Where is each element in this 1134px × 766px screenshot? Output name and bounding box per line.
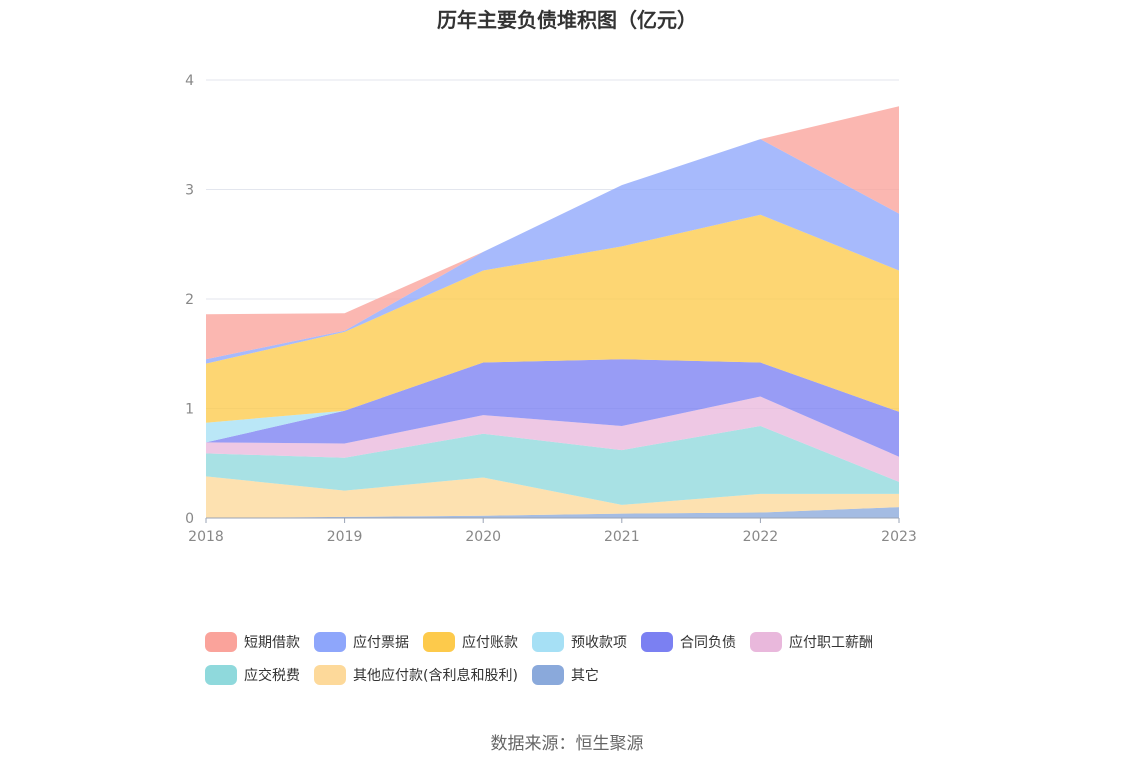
legend-item[interactable]: 合同负债	[641, 632, 736, 652]
x-tick-label: 2022	[743, 529, 779, 545]
axis-layer: 0 1 2 3 4 2018 2019 2020 2021 2022 2023	[185, 73, 917, 545]
area-series-4	[206, 359, 899, 457]
x-tick-label: 2018	[188, 529, 224, 545]
legend-item[interactable]: 应交税费	[205, 665, 300, 685]
area-series-6	[206, 214, 899, 423]
legend-label: 应付票据	[353, 635, 409, 651]
stacked-area-chart: 0 1 2 3 4 2018 2019 2020 2021 2022 2023	[185, 73, 917, 545]
legend-label: 应付账款	[462, 635, 518, 651]
legend-swatch	[531, 665, 564, 685]
legend-item[interactable]: 应付账款	[423, 632, 518, 652]
legend-swatch	[641, 632, 673, 652]
legend: 短期借款 应付票据 应付账款 预收款项 合同负债 应付职工薪酬应交税费 其他应付款(含利息和…	[205, 632, 965, 685]
legend-item[interactable]: 短期借款	[205, 632, 300, 652]
legend-item[interactable]: 应付职工薪酬	[750, 632, 873, 652]
area-series-8	[206, 106, 899, 360]
data-source: 数据来源：恒生聚源	[490, 734, 644, 754]
y-tick-label: 1	[185, 402, 194, 418]
legend-item[interactable]: 预收款项	[532, 632, 627, 652]
area-series-7	[206, 139, 899, 364]
legend-label: 应交税费	[244, 668, 300, 684]
legend-swatch	[205, 632, 237, 652]
y-tick-label: 4	[185, 73, 194, 89]
y-tick-label: 0	[185, 511, 194, 527]
y-tick-label: 3	[185, 183, 194, 199]
legend-item[interactable]: 应付票据	[314, 632, 409, 652]
x-tick-label: 2019	[327, 529, 363, 545]
area-series-2	[206, 426, 899, 505]
y-tick-label: 2	[185, 292, 194, 308]
legend-item[interactable]: 其他应付款(含利息和股利)	[314, 665, 518, 685]
legend-label: 短期借款	[244, 635, 300, 651]
legend-label: 其它	[570, 668, 599, 684]
legend-label: 其他应付款(含利息和股利)	[353, 668, 518, 684]
legend-label: 合同负债	[680, 635, 736, 651]
legend-swatch	[314, 665, 346, 685]
legend-swatch	[205, 665, 237, 685]
area-series-0	[206, 507, 899, 518]
legend-swatch	[423, 632, 455, 652]
chart-title: 历年主要负债堆积图（亿元）	[437, 8, 697, 32]
legend-swatch	[750, 632, 782, 652]
x-tick-label: 2021	[604, 529, 640, 545]
area-series-3	[206, 396, 899, 482]
legend-label: 预收款项	[571, 635, 627, 651]
x-tick-label: 2020	[465, 529, 501, 545]
legend-item[interactable]: 其它	[531, 665, 599, 685]
area-layer	[206, 106, 899, 518]
legend-label: 应付职工薪酬	[789, 635, 873, 651]
legend-swatch	[532, 632, 564, 652]
x-tick-label: 2023	[881, 529, 917, 545]
area-series-1	[206, 476, 899, 518]
legend-swatch	[314, 632, 346, 652]
